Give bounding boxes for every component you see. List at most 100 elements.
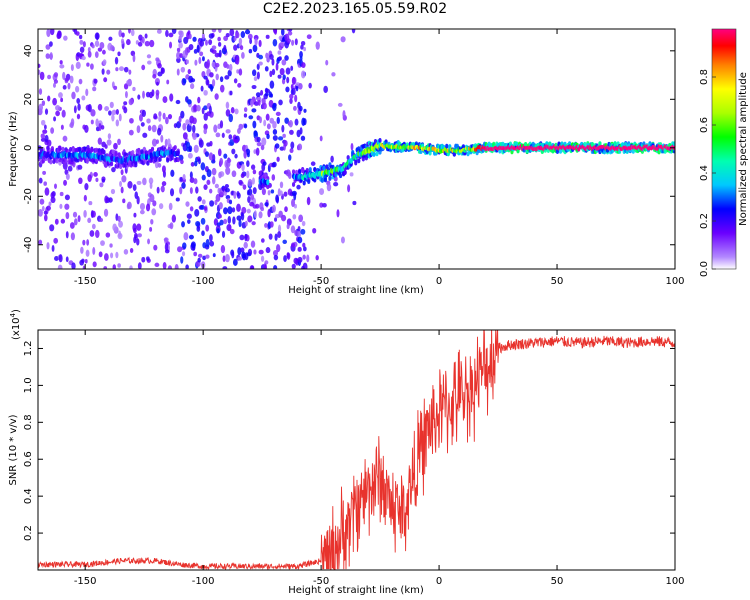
heatmap-cell xyxy=(110,45,115,52)
heatmap-cell xyxy=(141,256,146,263)
heatmap-cell xyxy=(55,104,61,111)
heatmap-cell xyxy=(124,91,128,99)
heatmap-cell xyxy=(99,42,105,49)
heatmap-cell xyxy=(128,129,134,136)
heatmap-cell xyxy=(95,32,99,41)
heatmap-cell xyxy=(281,124,285,133)
heatmap-cell xyxy=(130,29,135,37)
heatmap-cell xyxy=(54,218,59,225)
heatmap-cell xyxy=(265,247,271,254)
heatmap-cell xyxy=(164,249,170,254)
x-tick-label: 100 xyxy=(665,276,684,287)
heatmap-cell xyxy=(273,254,279,261)
heatmap-cell xyxy=(63,35,68,41)
heatmap-cell xyxy=(77,164,83,170)
heatmap-cell xyxy=(262,161,267,166)
heatmap-cell xyxy=(59,64,65,69)
heatmap-cell xyxy=(70,64,74,72)
heatmap-cell xyxy=(219,84,225,93)
heatmap-cell xyxy=(291,190,297,196)
x-tick-label: 100 xyxy=(665,576,684,587)
heatmap-cell xyxy=(243,123,248,129)
heatmap-cell xyxy=(131,150,135,155)
heatmap-cell xyxy=(155,139,159,144)
heatmap-cell xyxy=(272,161,277,168)
heatmap-cell xyxy=(302,180,306,186)
heatmap-cell xyxy=(156,81,159,86)
heatmap-cell xyxy=(259,202,264,210)
heatmap-cell xyxy=(44,108,49,115)
heatmap-cell xyxy=(145,203,151,212)
heatmap-cell xyxy=(193,104,198,112)
heatmap-cell xyxy=(214,62,220,68)
heatmap-cell xyxy=(247,178,253,187)
heatmap-cell xyxy=(274,143,280,149)
heatmap-cell xyxy=(76,97,81,104)
heatmap-cell xyxy=(290,225,296,234)
heatmap-cell xyxy=(198,139,204,148)
snr-frame xyxy=(37,329,676,571)
heatmap-cell xyxy=(301,117,306,126)
heatmap-cell xyxy=(41,100,46,107)
heatmap-cell xyxy=(214,183,219,189)
heatmap-cell xyxy=(227,206,233,215)
heatmap-cell xyxy=(558,149,563,154)
heatmap-cell xyxy=(240,247,245,253)
heatmap-cell xyxy=(193,251,198,257)
colorbar-ticks: 0.0 0.2 0.4 0.6 0.8 xyxy=(699,69,716,277)
heatmap-cell xyxy=(300,44,304,50)
heatmap-cell xyxy=(298,83,303,90)
heatmap-cell xyxy=(49,52,53,61)
heatmap-cell xyxy=(46,145,50,151)
x-tick-label: -50 xyxy=(313,276,329,287)
heatmap-cell xyxy=(106,139,112,146)
heatmap-cell xyxy=(203,89,208,96)
heatmap-cell xyxy=(136,223,142,231)
heatmap-cell xyxy=(149,182,153,190)
heatmap-cell xyxy=(288,120,293,128)
heatmap-cell xyxy=(136,125,141,134)
heatmap-cell xyxy=(44,187,50,196)
heatmap-cell xyxy=(461,144,466,150)
colorbar-tick-label: 0.6 xyxy=(699,117,710,133)
heatmap-cell xyxy=(167,265,173,269)
heatmap-cell xyxy=(246,208,251,214)
heatmap-cell xyxy=(49,159,53,165)
heatmap-cell xyxy=(297,256,303,263)
heatmap-cell xyxy=(95,229,100,239)
heatmap-cell xyxy=(313,177,317,183)
heatmap-cell xyxy=(211,167,217,176)
heatmap-cell xyxy=(101,178,105,183)
heatmap-cell xyxy=(70,232,75,241)
heatmap-cell xyxy=(294,38,298,46)
heatmap-cell xyxy=(239,234,245,241)
heatmap-cell xyxy=(77,215,81,223)
heatmap-cell xyxy=(286,76,290,84)
heatmap-cell xyxy=(112,223,117,232)
heatmap-cell xyxy=(52,97,58,106)
colorbar-tick-label: 0.4 xyxy=(699,165,710,181)
heatmap-cell xyxy=(45,53,50,59)
heatmap-cell xyxy=(60,124,64,130)
heatmap-cell xyxy=(92,261,97,268)
heatmap-cell xyxy=(182,78,187,84)
heatmap-cell xyxy=(129,248,134,254)
heatmap-cell xyxy=(155,57,160,62)
heatmap-cell xyxy=(259,116,262,124)
heatmap-cell xyxy=(105,232,111,238)
heatmap-cell xyxy=(240,212,245,221)
heatmap-cell xyxy=(231,148,236,155)
heatmap-cell xyxy=(180,159,184,165)
heatmap-cell xyxy=(165,116,169,125)
heatmap-cell xyxy=(258,39,262,48)
heatmap-cell xyxy=(67,82,71,90)
heatmap-cell xyxy=(323,177,328,183)
heatmap-cell xyxy=(229,139,235,146)
bottom-x-axis: -150 -100 -50 0 50 100 xyxy=(74,330,685,587)
heatmap-cell xyxy=(161,181,167,187)
heatmap-cell xyxy=(86,62,90,67)
heatmap-cell xyxy=(169,222,174,230)
heatmap-cell xyxy=(241,251,246,259)
heatmap-cell xyxy=(272,135,278,141)
heatmap-cell xyxy=(201,33,205,40)
